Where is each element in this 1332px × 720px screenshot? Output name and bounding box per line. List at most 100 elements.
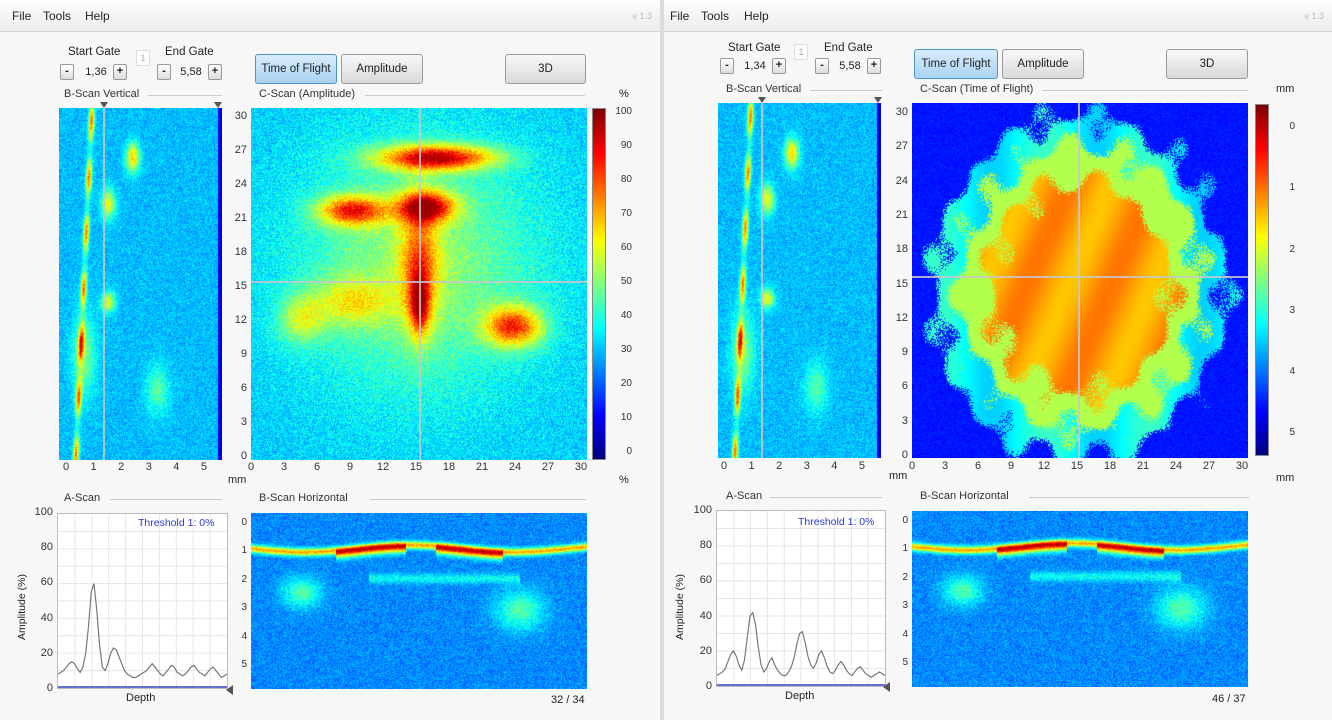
- start-gate-increment-button[interactable]: +: [772, 58, 786, 74]
- cscan-x-tick: 9: [346, 461, 354, 473]
- menu-tools[interactable]: Tools: [43, 9, 72, 23]
- end-gate-value[interactable]: 5,58: [180, 66, 202, 78]
- cscan-cursor-vertical[interactable]: [1078, 103, 1080, 458]
- start-gate-decrement-button[interactable]: -: [60, 64, 74, 80]
- menu-help[interactable]: Help: [744, 9, 769, 23]
- colorbar-unit-top: %: [619, 88, 629, 100]
- section-divider: [110, 499, 222, 500]
- bscan-vertical-x-tick: 1: [748, 460, 755, 472]
- ascan-y-label: Amplitude (%): [16, 574, 28, 640]
- end-gate-decrement-button[interactable]: -: [157, 64, 171, 80]
- cscan-y-tick: 3: [901, 414, 908, 427]
- cscan-x-tick: 18: [1103, 460, 1117, 472]
- 3d-button[interactable]: 3D: [505, 54, 586, 84]
- cscan-y-tick: 9: [240, 348, 247, 360]
- cscan-x-tick: 30: [574, 461, 588, 473]
- cscan-x-tick: 24: [508, 461, 522, 473]
- amplitude-button[interactable]: Amplitude: [1002, 49, 1084, 79]
- ascan-y-tick: 80: [40, 541, 53, 554]
- start-gate-value[interactable]: 1,34: [744, 60, 766, 72]
- cscan-x-tick: 18: [442, 461, 456, 473]
- amplitude-button[interactable]: Amplitude: [341, 54, 423, 84]
- depth-slider-handle[interactable]: [226, 685, 233, 695]
- end-gate-value[interactable]: 5,58: [839, 60, 861, 72]
- colorbar-tick: 80: [620, 174, 632, 185]
- cscan-y-tick: 30: [895, 106, 908, 118]
- bscan-vertical-x-tick: 3: [803, 460, 810, 472]
- bscan-vertical-x-tick: 3: [145, 461, 152, 473]
- menu-file[interactable]: File: [12, 9, 32, 23]
- bscan-vertical-cursor[interactable]: [103, 108, 105, 460]
- end-gate-increment-button[interactable]: +: [208, 64, 222, 80]
- bscan-vertical-x-tick: 4: [173, 461, 180, 473]
- bscan-horizontal-y-tick: 2: [241, 573, 247, 585]
- bscan-vertical-x-tick: 2: [776, 460, 783, 472]
- start-gate-label: Start Gate: [728, 42, 781, 54]
- bscan-vertical-image[interactable]: [718, 103, 881, 458]
- cscan-x-tick: 24: [1169, 460, 1183, 472]
- cscan-cursor-horizontal[interactable]: [912, 276, 1248, 278]
- bscan-horizontal-image[interactable]: [251, 513, 587, 689]
- time-of-flight-button[interactable]: Time of Flight: [255, 54, 337, 84]
- cscan-x-tick: 3: [941, 460, 949, 472]
- bscan-horizontal-image[interactable]: [912, 511, 1248, 687]
- start-gate-increment-button[interactable]: +: [113, 64, 127, 80]
- menu-bar: File Tools Help v 1.3: [0, 0, 660, 32]
- start-gate-value[interactable]: 1,36: [85, 66, 107, 78]
- cscan-cursor-horizontal[interactable]: [251, 281, 587, 283]
- section-divider: [148, 95, 222, 96]
- cscan-x-tick: 12: [376, 461, 390, 473]
- bscan-vertical-x-tick: 0: [62, 461, 70, 473]
- bscan-vertical-x-tick: 1: [90, 461, 97, 473]
- panel-divider: [660, 0, 664, 720]
- cscan-y-tick: 3: [240, 416, 247, 428]
- bscan-horizontal-y-tick: 5: [241, 658, 247, 670]
- menu-help[interactable]: Help: [85, 9, 110, 23]
- colorbar-tick: 40: [620, 310, 632, 321]
- cscan-image[interactable]: [912, 103, 1248, 458]
- bscan-horizontal-y-tick: 2: [902, 571, 908, 583]
- cscan-x-tick: 21: [475, 461, 489, 473]
- colorbar-tick: 1: [1289, 182, 1295, 194]
- ascan-signal: [717, 611, 885, 678]
- menu-file[interactable]: File: [670, 9, 690, 23]
- 3d-button[interactable]: 3D: [1166, 49, 1248, 79]
- menu-tools[interactable]: Tools: [701, 9, 730, 23]
- resize-grip[interactable]: [646, 706, 656, 716]
- cscan-cursor-vertical[interactable]: [419, 108, 421, 460]
- bscan-vertical-x-tick: 5: [858, 460, 865, 472]
- ascan-plot[interactable]: [716, 510, 886, 687]
- ascan-y-tick: 20: [699, 644, 712, 657]
- ascan-plot[interactable]: [57, 513, 228, 689]
- ascan-y-label: Amplitude (%): [674, 574, 686, 640]
- threshold-label: Threshold 1: 0%: [798, 516, 875, 528]
- bscan-vertical-image[interactable]: [59, 108, 222, 460]
- colorbar-tick: 4: [1289, 366, 1295, 377]
- cscan-x-tick: 15: [1070, 460, 1084, 472]
- cscan-x-tick: 27: [541, 461, 555, 473]
- cscan-y-tick: 9: [901, 346, 908, 359]
- gate-start-marker[interactable]: [100, 102, 108, 108]
- depth-slider-handle[interactable]: [883, 682, 890, 692]
- cscan-y-tick: 6: [901, 380, 908, 393]
- ascan-x-label: Depth: [126, 692, 156, 704]
- resize-grip[interactable]: [1318, 706, 1328, 716]
- bscan-vertical-cursor[interactable]: [761, 103, 763, 458]
- start-gate-decrement-button[interactable]: -: [720, 58, 734, 74]
- menu-bar: File Tools Help v 1.3: [664, 0, 1332, 32]
- cscan-y-tick: 15: [234, 280, 247, 292]
- section-divider: [370, 499, 586, 500]
- colorbar-tick: 0: [626, 446, 632, 457]
- time-of-flight-button[interactable]: Time of Flight: [914, 49, 998, 79]
- cscan-y-tick: 27: [234, 144, 247, 156]
- gate-end-marker[interactable]: [214, 102, 222, 108]
- end-gate-decrement-button[interactable]: -: [815, 58, 829, 74]
- end-gate-increment-button[interactable]: +: [867, 58, 881, 74]
- cscan-x-tick: 6: [313, 461, 321, 473]
- gate-end-marker[interactable]: [874, 97, 882, 103]
- colorbar-tick: 0: [1289, 121, 1295, 132]
- cscan-y-tick: 30: [234, 110, 247, 122]
- cscan-y-tick: 15: [895, 277, 908, 290]
- gate-start-marker[interactable]: [758, 97, 766, 103]
- gate-index: 1: [136, 50, 150, 66]
